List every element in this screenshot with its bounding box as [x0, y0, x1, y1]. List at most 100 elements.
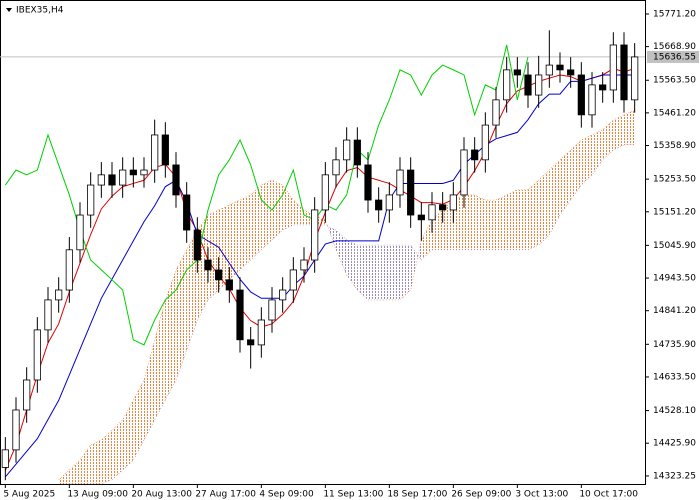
cloud-segment: [282, 185, 294, 231]
candle-body: [225, 279, 233, 291]
cloud-segment: [464, 194, 475, 250]
candle-body: [76, 214, 84, 251]
candle-body: [140, 169, 148, 176]
candle-body: [588, 84, 596, 116]
cloud-segment: [624, 110, 635, 145]
candle-body: [332, 159, 340, 176]
last-price-box: [647, 50, 699, 63]
cloud-segment: [496, 194, 507, 250]
cloud-segment: [154, 299, 166, 420]
candle-body: [481, 124, 489, 161]
candle-body: [631, 56, 639, 101]
cloud-segment: [240, 194, 251, 270]
candle-body: [375, 199, 383, 211]
cloud-segment: [101, 430, 112, 484]
candle-body: [492, 99, 500, 126]
cloud-segment: [485, 200, 496, 250]
y-tick-label: 15253.50: [653, 175, 696, 185]
y-tick-label: 14425.90: [653, 439, 696, 449]
cloud-segment: [261, 179, 272, 250]
candle-body: [460, 149, 468, 196]
candle-body: [513, 69, 521, 76]
cloud-segment: [442, 200, 454, 250]
cloud-segment: [538, 170, 550, 246]
candle-body: [321, 174, 329, 211]
candle-body: [620, 44, 628, 101]
x-tick-label: 11 Sep 13:00: [323, 490, 383, 500]
candle-body: [524, 74, 532, 96]
candle-body: [417, 214, 425, 221]
candle-body: [129, 169, 137, 176]
y-tick-label: 15771.20: [653, 9, 696, 19]
y-tick-label: 14528.10: [653, 406, 696, 416]
candle-body: [12, 409, 20, 451]
cloud-segment: [250, 185, 262, 261]
candle-body: [1, 449, 9, 468]
candle-body: [300, 259, 308, 271]
candle-body: [439, 204, 447, 211]
candle-body: [108, 174, 116, 186]
chart-title: IBEX35,H4: [16, 6, 64, 16]
y-tick-label: 15358.90: [653, 141, 696, 151]
cloud-segment: [58, 469, 70, 484]
y-tick-label: 14841.20: [653, 306, 696, 316]
candle-body: [215, 269, 223, 281]
candle-body: [247, 339, 255, 346]
cloud-segment: [208, 209, 219, 300]
y-tick-label: 15461.20: [653, 108, 696, 118]
candle-body: [311, 209, 319, 261]
cloud-segment: [602, 119, 614, 160]
candle-body: [236, 289, 244, 341]
candle-body: [535, 74, 543, 96]
y-tick-label: 15045.90: [653, 241, 696, 251]
candle-body: [407, 169, 415, 216]
y-tick-label: 14633.50: [653, 372, 696, 382]
candle-body: [428, 204, 436, 221]
cloud-segment: [218, 204, 230, 291]
indicator-line: [4, 74, 635, 478]
cloud-segment: [229, 200, 240, 280]
x-tick-label: 3 Oct 13:00: [515, 490, 568, 500]
candle-body: [257, 319, 265, 346]
x-tick-label: 13 Aug 09:00: [67, 490, 128, 500]
cloud-segment: [133, 379, 144, 461]
cloud-segment: [368, 245, 379, 300]
x-tick-label: 4 Sep 09:00: [259, 490, 314, 500]
cloud-segment: [528, 179, 539, 250]
candle-body: [97, 174, 105, 186]
candle-body: [556, 64, 564, 71]
cloud-segment: [80, 445, 91, 484]
y-tick-label: 14735.90: [653, 340, 696, 350]
cloud-segment: [378, 245, 390, 300]
candle-body: [204, 259, 212, 271]
candle-body: [385, 194, 393, 211]
candle-body: [471, 149, 479, 161]
candle-body: [183, 194, 191, 231]
cloud-segment: [549, 159, 560, 235]
x-tick-label: 20 Aug 13:00: [131, 490, 192, 500]
cloud-segment: [517, 189, 528, 250]
candle-body: [364, 164, 372, 201]
cloud-segment: [389, 245, 400, 300]
cloud-segment: [400, 245, 411, 300]
cloud-segment: [144, 340, 155, 440]
cloud-edge: [58, 144, 635, 485]
candle-body: [161, 134, 169, 166]
cloud-segment: [346, 239, 358, 291]
x-tick-label: 5 Aug 2025: [3, 490, 55, 500]
x-tick-label: 26 Sep 09:00: [451, 490, 511, 500]
candle-body: [44, 299, 52, 331]
candle-body: [151, 134, 159, 171]
candle-body: [567, 69, 575, 76]
last-price-label: 15636.55: [653, 52, 696, 62]
cloud-segment: [90, 439, 102, 484]
y-tick-label: 14943.50: [653, 274, 696, 284]
cloud-segment: [570, 140, 582, 201]
cloud-segment: [165, 269, 176, 401]
candle-body: [33, 329, 41, 381]
candle-body: [55, 289, 63, 301]
cloud-segment: [560, 149, 571, 216]
cloud-segment: [506, 189, 518, 250]
candle-body: [343, 139, 351, 161]
candle-body: [353, 139, 361, 166]
